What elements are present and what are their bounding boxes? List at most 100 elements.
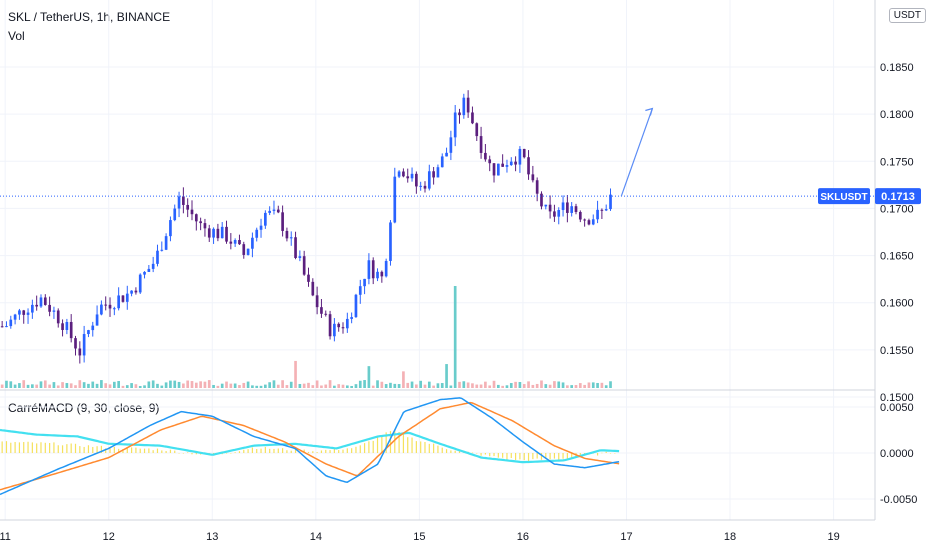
macd-histogram-bar xyxy=(307,451,310,453)
candle-body xyxy=(298,256,302,258)
candle-body xyxy=(220,226,224,239)
volume-bar xyxy=(91,381,95,388)
candle-body xyxy=(130,290,133,294)
macd-histogram-bar xyxy=(87,445,90,453)
candle-body xyxy=(182,196,185,205)
volume-bar xyxy=(238,385,241,388)
macd-histogram-bar xyxy=(31,442,33,453)
macd-histogram-bar xyxy=(251,447,254,453)
candle-body xyxy=(415,173,418,187)
macd-histogram-bar xyxy=(355,446,357,453)
macd-histogram-bar xyxy=(558,453,560,460)
candle-body xyxy=(285,230,289,239)
macd-histogram-bar xyxy=(476,453,478,454)
candle-body xyxy=(147,268,151,272)
candle-body xyxy=(203,223,207,229)
macd-histogram-bar xyxy=(571,453,573,458)
candle-body xyxy=(397,171,401,177)
candle-body xyxy=(566,202,569,213)
candle-body xyxy=(445,152,448,157)
x-tick-label: 13 xyxy=(206,531,218,543)
y-tick-label: 0.1650 xyxy=(880,251,914,263)
volume-bar xyxy=(5,380,8,388)
candle-body xyxy=(505,165,509,167)
macd-histogram-bar xyxy=(385,432,387,453)
volume-bar xyxy=(358,380,362,388)
macd-histogram-bar xyxy=(290,450,292,453)
volume-bar xyxy=(82,382,86,388)
volume-bar xyxy=(583,384,586,388)
volume-bar xyxy=(337,384,341,388)
candle-body xyxy=(112,308,116,310)
candle-body xyxy=(264,212,267,226)
candle-body xyxy=(246,248,250,255)
macd-histogram-bar xyxy=(433,443,435,453)
candle-body xyxy=(600,209,604,211)
volume-bar xyxy=(259,385,263,388)
candle-body xyxy=(31,304,34,313)
volume-bar xyxy=(229,383,233,388)
candle-body xyxy=(225,226,228,242)
candle-body xyxy=(578,211,582,220)
macd-histogram-bar xyxy=(437,445,439,453)
macd-histogram-bar xyxy=(372,440,374,453)
candle-body xyxy=(65,321,69,330)
candle-body xyxy=(259,225,263,230)
macd-histogram-bar xyxy=(596,453,599,456)
macd-histogram-bar xyxy=(178,452,180,454)
macd-histogram-bar xyxy=(605,451,607,453)
volume-bar xyxy=(307,382,310,388)
volume-bar xyxy=(285,385,289,388)
volume-bar xyxy=(56,385,60,388)
x-tick-label: 11 xyxy=(0,531,11,543)
volume-bar xyxy=(505,385,509,388)
candle-body xyxy=(488,159,492,164)
volume-bar xyxy=(147,381,151,388)
volume-bar xyxy=(488,385,492,388)
volume-bar xyxy=(39,381,43,388)
volume-bar xyxy=(527,381,530,388)
candle-body xyxy=(540,193,543,207)
candle-body xyxy=(531,174,535,181)
macd-histogram-bar xyxy=(243,449,245,453)
candle-body xyxy=(143,271,146,275)
candle-body xyxy=(18,310,21,315)
candle-body xyxy=(199,221,202,224)
volume-label: Vol xyxy=(8,29,25,43)
candle-body xyxy=(432,171,435,178)
macd-histogram-bar xyxy=(53,442,55,453)
macd-histogram-bar xyxy=(139,448,141,453)
macd-histogram-bar xyxy=(497,453,499,458)
macd-histogram-bar xyxy=(368,441,370,453)
macd-histogram-bar xyxy=(502,453,504,458)
macd-indicator-label: CarréMACD (9, 30, close, 9) xyxy=(8,401,160,415)
symbol-tag xyxy=(818,188,870,205)
candle-body xyxy=(363,278,366,287)
candle-body xyxy=(609,194,612,210)
volume-bar xyxy=(61,382,64,388)
candle-body xyxy=(78,348,82,356)
macd-histogram-bar xyxy=(536,453,538,459)
candle-body xyxy=(281,212,284,231)
currency-button[interactable]: USDT xyxy=(888,8,926,23)
candles xyxy=(0,90,612,364)
macd-histogram-bar xyxy=(381,436,383,453)
volume-bar xyxy=(436,383,440,388)
candle-body xyxy=(389,222,392,261)
candle-body xyxy=(544,204,548,207)
macd-histogram-bar xyxy=(303,449,305,453)
macd-histogram-bar xyxy=(61,445,64,453)
macd-histogram-bar xyxy=(333,448,335,453)
symbol-tag-text: SKLUSDT xyxy=(820,192,867,203)
macd-histogram-bar xyxy=(1,441,3,453)
volume-bar xyxy=(138,385,142,388)
volume-bar xyxy=(264,384,267,388)
macd-histogram-bar xyxy=(169,449,172,453)
macd-histogram-bar xyxy=(540,453,543,460)
macd-histogram-bar xyxy=(49,442,51,453)
macd-histogram-bar xyxy=(510,453,512,459)
volume-bar xyxy=(540,380,543,388)
candle-body xyxy=(341,327,345,329)
volume-bar xyxy=(445,364,448,388)
